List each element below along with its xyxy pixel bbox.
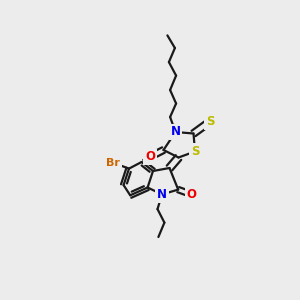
Text: Br: Br: [106, 158, 120, 168]
Text: N: N: [157, 188, 167, 201]
Text: O: O: [186, 188, 197, 201]
Text: N: N: [170, 125, 181, 139]
Text: S: S: [206, 115, 214, 128]
Text: S: S: [191, 145, 199, 158]
Text: O: O: [145, 150, 155, 164]
